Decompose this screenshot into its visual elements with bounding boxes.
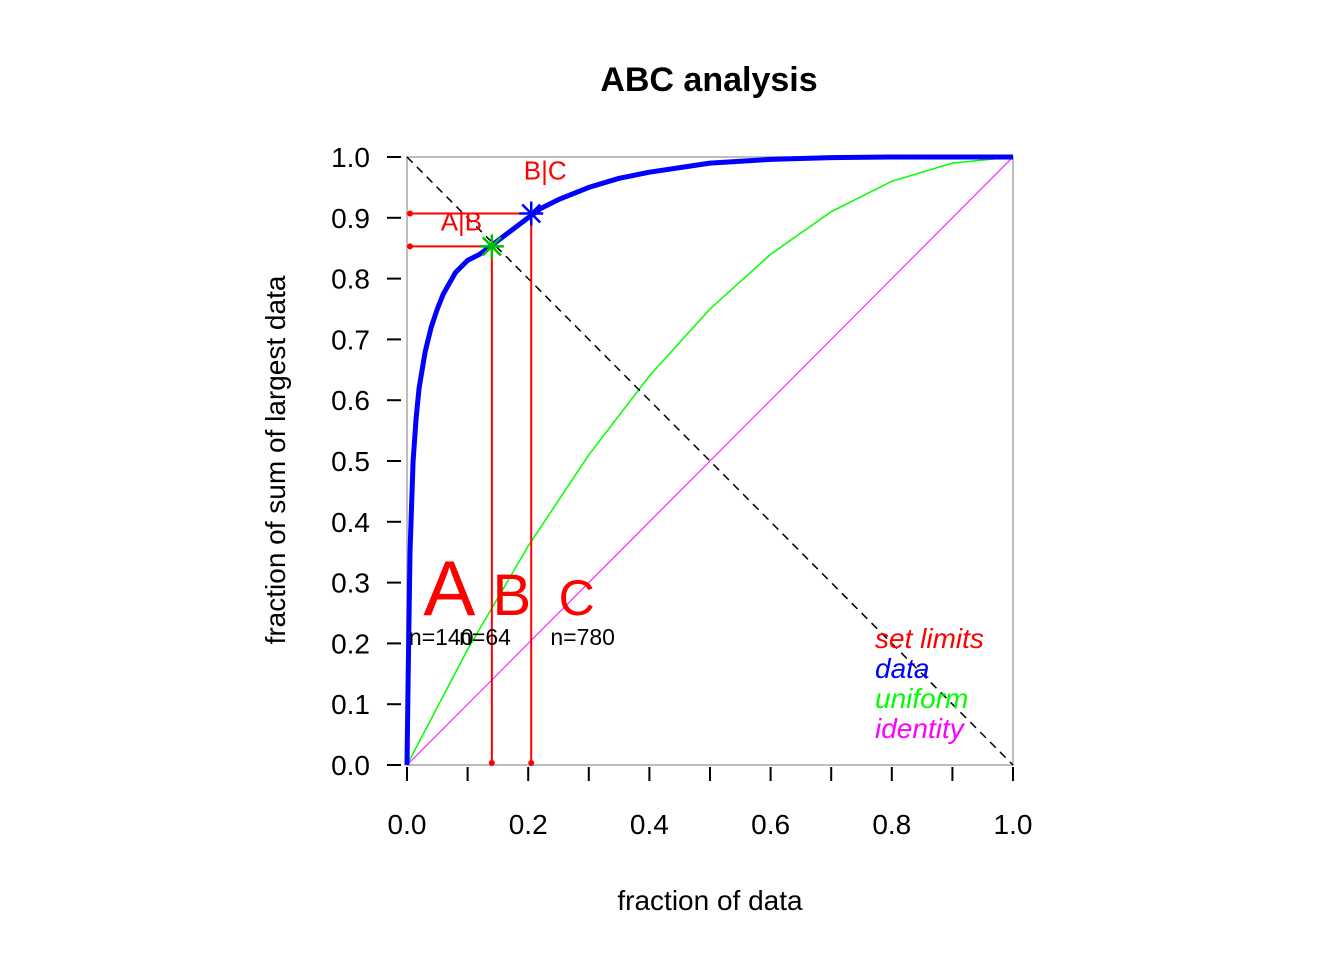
class-letter: C: [559, 570, 595, 626]
x-tick-label: 0.0: [388, 809, 427, 840]
x-tick-label: 0.6: [751, 809, 790, 840]
class-letter: A: [423, 544, 475, 632]
x-tick-label: 1.0: [994, 809, 1033, 840]
x-tick-label: 0.4: [630, 809, 669, 840]
limit-end-dot: [528, 760, 535, 766]
limit-end-dot: [488, 760, 495, 766]
class-letter: B: [492, 563, 531, 628]
limit-marker-star: [481, 236, 502, 257]
y-tick-label: 0.6: [331, 385, 370, 416]
class-count: n=140: [409, 624, 474, 650]
limit-marker-star: [521, 203, 542, 224]
y-tick-label: 0.2: [331, 628, 370, 659]
y-tick-label: 1.0: [331, 142, 370, 173]
y-tick-label: 0.0: [331, 750, 370, 781]
series-line-uniform: [406, 156, 1014, 766]
legend-entry: data: [875, 653, 930, 684]
chart-title: ABC analysis: [600, 61, 817, 99]
series-line-identity: [406, 156, 1014, 766]
y-tick-label: 0.4: [331, 507, 370, 538]
limit-end-dot: [407, 243, 413, 250]
reference-diagonal-line: [406, 156, 1014, 766]
x-axis-label: fraction of data: [617, 885, 803, 916]
limit-label: B|C: [524, 156, 567, 186]
limit-end-dot: [407, 210, 413, 217]
y-tick-label: 0.8: [331, 264, 370, 295]
y-tick-label: 0.7: [331, 324, 370, 355]
y-tick-label: 0.9: [331, 203, 370, 234]
plot-box: [406, 156, 1014, 766]
y-axis-label: fraction of sum of largest data: [260, 275, 291, 644]
class-count: n=780: [550, 624, 615, 650]
y-tick-label: 0.3: [331, 568, 370, 599]
limit-label: A|B: [441, 206, 482, 236]
class-count: n=64: [459, 624, 511, 650]
legend-entry: set limits: [875, 623, 984, 654]
x-tick-label: 0.2: [509, 809, 548, 840]
legend-entry: uniform: [875, 683, 968, 714]
y-tick-label: 0.1: [331, 689, 370, 720]
y-tick-label: 0.5: [331, 446, 370, 477]
legend-entry: identity: [875, 713, 966, 744]
x-tick-label: 0.8: [872, 809, 911, 840]
